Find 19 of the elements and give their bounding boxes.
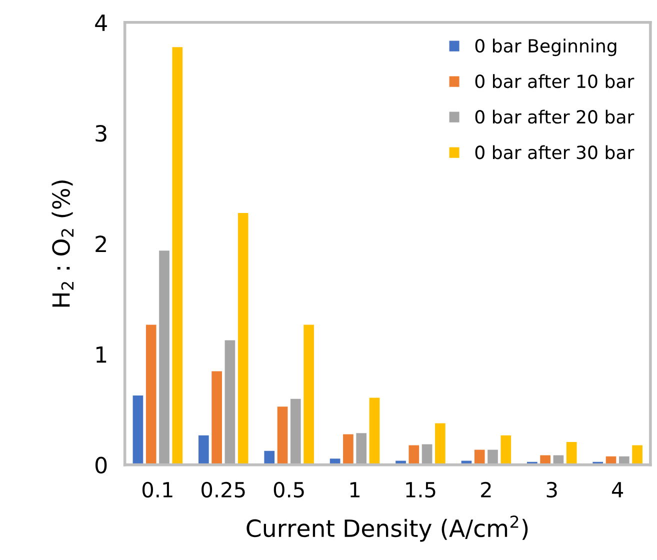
legend-label: 0 bar after 20 bar bbox=[475, 110, 634, 124]
x-tick-label: 2 bbox=[481, 482, 491, 498]
x-axis-title: Current Density (A/cm$^{2}$) bbox=[246, 516, 528, 542]
y-axis-title: H$_{2}$ : O$_{2}$ (%) bbox=[52, 180, 74, 307]
legend-label: 0 bar after 30 bar bbox=[475, 145, 634, 160]
y-tick-label: 4 bbox=[95, 14, 107, 31]
y-tick-label: 2 bbox=[96, 236, 106, 252]
x-tick-label: 0.25 bbox=[202, 482, 245, 498]
y-tick-label: 1 bbox=[96, 346, 106, 363]
legend-label: 0 bar after 10 bar bbox=[475, 74, 634, 88]
legend-label: 0 bar Beginning bbox=[475, 38, 616, 56]
x-tick-label: 0.1 bbox=[142, 482, 172, 498]
y-tick-label: 3 bbox=[96, 124, 106, 142]
x-tick-label: 3 bbox=[546, 482, 557, 498]
x-tick-label: 0.5 bbox=[274, 482, 304, 498]
x-tick-label: 1 bbox=[350, 482, 360, 498]
x-tick-label: 4 bbox=[612, 482, 624, 498]
x-tick-label: 1.5 bbox=[406, 482, 436, 498]
y-tick-label: 0 bbox=[95, 456, 107, 474]
